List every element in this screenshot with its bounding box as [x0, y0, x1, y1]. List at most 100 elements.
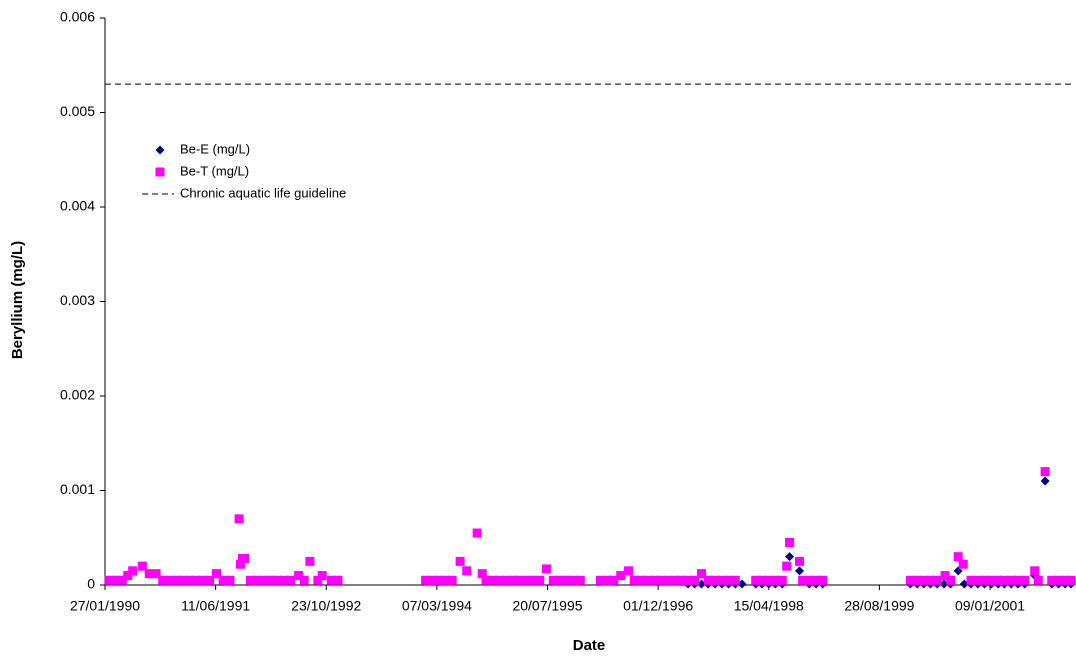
point: [1013, 575, 1023, 585]
point: [623, 566, 633, 576]
point: [730, 575, 740, 585]
point: [286, 575, 296, 585]
x-tick-label: 07/03/1994: [402, 598, 472, 614]
point: [205, 575, 215, 585]
point: [986, 575, 996, 585]
point: [225, 575, 235, 585]
point: [272, 575, 282, 585]
point: [501, 575, 511, 585]
legend-key: [155, 167, 165, 177]
point: [724, 575, 734, 585]
point: [973, 575, 983, 585]
point: [541, 564, 551, 574]
point: [514, 575, 524, 585]
point: [818, 575, 828, 585]
point: [757, 575, 767, 585]
y-tick-label: 0.001: [60, 481, 95, 497]
point: [703, 575, 713, 585]
legend-key: [155, 145, 165, 155]
point: [279, 575, 289, 585]
point: [294, 571, 304, 581]
point: [683, 575, 693, 585]
point: [488, 575, 498, 585]
point: [912, 575, 922, 585]
x-tick-label: 09/01/2001: [955, 598, 1025, 614]
point: [462, 566, 472, 576]
point: [508, 575, 518, 585]
point: [795, 566, 805, 576]
point: [670, 575, 680, 585]
point: [191, 575, 201, 585]
point: [110, 575, 120, 585]
point: [999, 575, 1009, 585]
point: [1030, 566, 1040, 576]
point: [676, 575, 686, 585]
point: [643, 575, 653, 585]
point: [811, 575, 821, 585]
point: [123, 571, 133, 581]
point: [562, 575, 572, 585]
point: [777, 575, 787, 585]
y-tick-label: 0: [87, 576, 95, 592]
point: [455, 556, 465, 566]
point: [1047, 575, 1057, 585]
point: [609, 575, 619, 585]
x-tick-label: 23/10/1992: [291, 598, 361, 614]
point: [477, 569, 487, 579]
point: [528, 575, 538, 585]
y-tick-label: 0.006: [60, 9, 95, 25]
point: [798, 575, 808, 585]
legend-label: Chronic aquatic life guideline: [180, 185, 346, 200]
point: [548, 575, 558, 585]
point: [151, 569, 161, 579]
point: [317, 571, 327, 581]
point: [966, 575, 976, 585]
point: [1060, 575, 1070, 585]
point: [1040, 476, 1050, 486]
point: [804, 575, 814, 585]
point: [770, 575, 780, 585]
point: [785, 552, 795, 562]
point: [158, 575, 168, 585]
point: [690, 575, 700, 585]
point: [1020, 575, 1030, 585]
point: [333, 575, 343, 585]
point: [782, 561, 792, 571]
point: [144, 569, 154, 579]
point: [240, 554, 250, 564]
point: [441, 575, 451, 585]
x-tick-label: 15/04/1998: [734, 598, 804, 614]
point: [764, 575, 774, 585]
point: [171, 575, 181, 585]
point: [979, 575, 989, 585]
point: [958, 559, 968, 569]
point: [421, 575, 431, 585]
x-tick-label: 01/12/1996: [623, 598, 693, 614]
point: [785, 537, 795, 547]
legend-label: Be-E (mg/L): [180, 141, 250, 156]
point: [495, 575, 505, 585]
point: [178, 575, 188, 585]
y-tick-label: 0.005: [60, 103, 95, 119]
point: [569, 575, 579, 585]
point: [795, 556, 805, 566]
x-axis-title: Date: [573, 637, 606, 654]
point: [650, 575, 660, 585]
y-tick-label: 0.004: [60, 198, 95, 214]
point: [447, 575, 457, 585]
point: [751, 575, 761, 585]
point: [663, 575, 673, 585]
point: [629, 575, 639, 585]
point: [218, 575, 228, 585]
point: [926, 575, 936, 585]
y-axis-title: Beryllium (mg/L): [9, 241, 26, 359]
point: [946, 575, 956, 585]
point: [993, 575, 1003, 585]
point: [602, 575, 612, 585]
y-tick-label: 0.002: [60, 387, 95, 403]
point: [427, 575, 437, 585]
x-tick-label: 28/08/1999: [844, 598, 914, 614]
point: [1033, 575, 1043, 585]
point: [185, 575, 195, 585]
point: [434, 575, 444, 585]
